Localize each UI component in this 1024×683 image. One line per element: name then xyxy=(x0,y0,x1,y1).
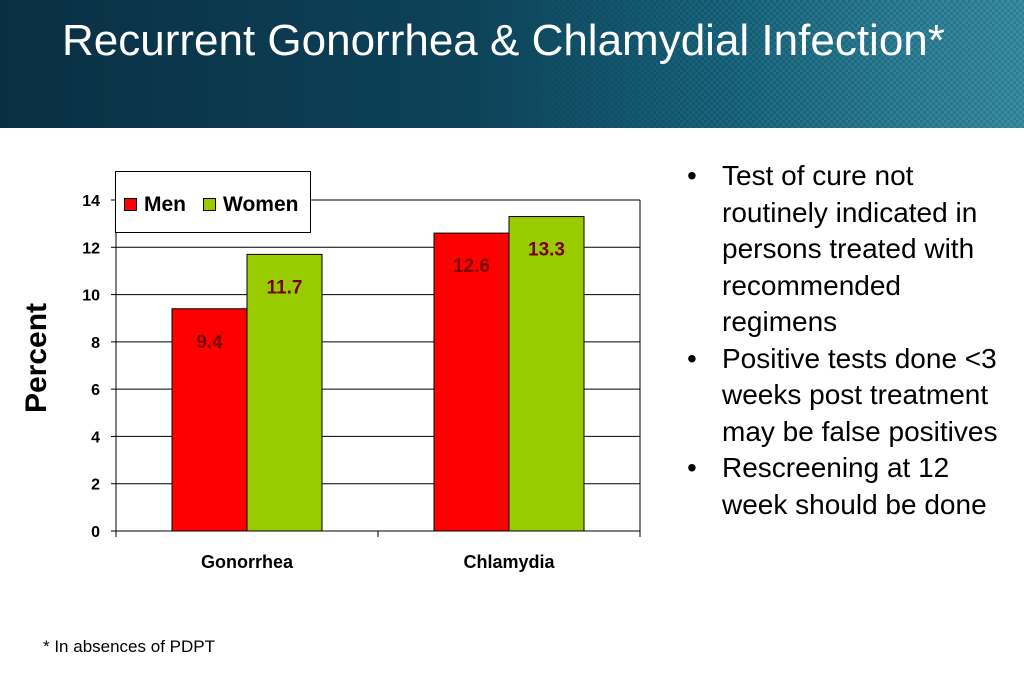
bar-chart: 0 2 4 6 8 10 12 14 9.4 11.7 Gonorrhea 12.6 13.3 Chlam… xyxy=(82,193,641,572)
bar-men xyxy=(171,308,248,532)
bullet-list: • Test of cure not routinely indicated in… xyxy=(682,158,1002,523)
bullet-text: Positive tests done <3 weeks post treatm… xyxy=(722,342,998,447)
legend-swatch-men xyxy=(124,198,137,211)
y-tick-label: 8 xyxy=(91,335,100,352)
bullet-text: Test of cure not routinely indicated in … xyxy=(722,160,978,337)
legend-swatch-women xyxy=(203,198,216,211)
bullet-dot: • xyxy=(687,160,697,191)
header-pattern xyxy=(464,0,1024,128)
y-tick-label: 4 xyxy=(91,429,100,446)
data-label: 13.3 xyxy=(528,240,565,261)
legend-label-men: Men xyxy=(144,193,186,216)
slide-header: Recurrent Gonorrhea & Chlamydial Infecti… xyxy=(0,0,1024,128)
y-tick-label: 14 xyxy=(82,193,100,210)
bar-men xyxy=(433,232,510,532)
bullet-dot: • xyxy=(687,342,697,374)
footnote: * In absences of PDPT xyxy=(43,637,215,656)
bar-women xyxy=(246,253,323,532)
legend-label-women: Women xyxy=(223,193,299,216)
bullet-item: • Rescreening at 12 week should be done xyxy=(682,450,1002,523)
x-tick-label: Chlamydia xyxy=(463,552,555,572)
data-label: 9.4 xyxy=(196,332,223,353)
y-tick-label: 2 xyxy=(91,477,100,494)
bar-women xyxy=(508,216,585,532)
data-label: 12.6 xyxy=(453,256,490,277)
y-tick-label: 12 xyxy=(82,240,100,257)
bullet-text: Rescreening at 12 week should be done xyxy=(722,452,987,520)
x-tick-label: Gonorrhea xyxy=(201,552,294,572)
bullet-item: • Positive tests done <3 weeks post treat… xyxy=(682,341,1002,451)
y-axis-label-text: Percent xyxy=(20,302,53,414)
y-tick-label: 0 xyxy=(91,524,100,541)
chart-legend: Men Women xyxy=(115,171,311,233)
bullet-dot: • xyxy=(687,452,697,483)
y-tick-label: 10 xyxy=(82,288,100,305)
y-tick-label: 6 xyxy=(91,382,100,399)
slide-title: Recurrent Gonorrhea & Chlamydial Infecti… xyxy=(62,16,945,65)
bullet-item: • Test of cure not routinely indicated in… xyxy=(682,158,1002,341)
data-label: 11.7 xyxy=(267,277,303,298)
